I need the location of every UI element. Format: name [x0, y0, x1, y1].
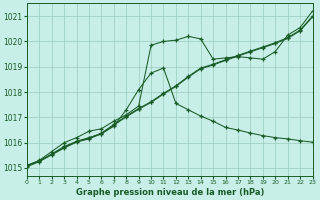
X-axis label: Graphe pression niveau de la mer (hPa): Graphe pression niveau de la mer (hPa) [76, 188, 264, 197]
